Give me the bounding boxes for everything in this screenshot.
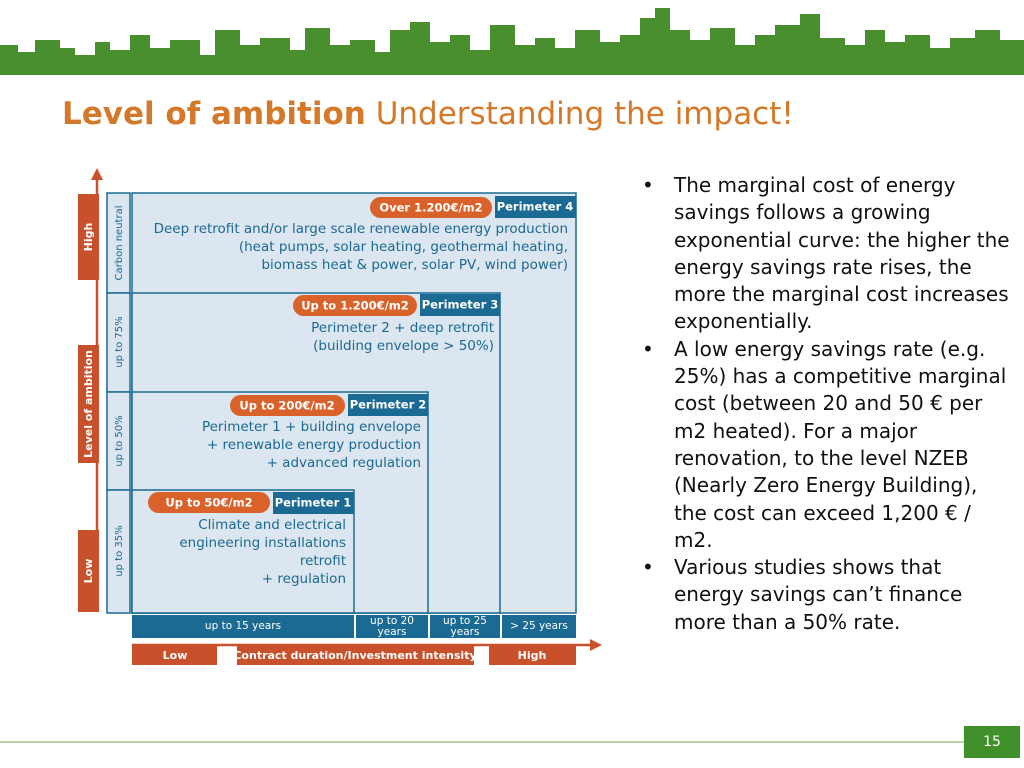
row-cell (106, 489, 131, 614)
column-cell (356, 615, 428, 638)
x-label: Contract duration/Investment intensity (233, 649, 476, 662)
cost-label: Up to 50€/m2 (165, 496, 252, 510)
bullet-list: The marginal cost of energy savings foll… (642, 172, 1014, 636)
row-label: Carbon neutral (114, 206, 125, 281)
column-cell (132, 615, 354, 638)
perimeter-text: Deep retrofit and/or large scale renewab… (154, 221, 568, 237)
skyline (0, 8, 1024, 75)
x-low: Low (163, 649, 188, 662)
perimeter-name: Perimeter 3 (422, 298, 499, 312)
perimeter-text: + renewable energy production (207, 437, 421, 453)
column-cell (502, 615, 576, 638)
perimeter-name: Perimeter 1 (275, 496, 352, 510)
perimeter-text: + advanced regulation (267, 455, 421, 471)
cost-label: Up to 1.200€/m2 (301, 299, 409, 313)
title: Level of ambition Understanding the impa… (62, 96, 794, 132)
title-bold: Level of ambition (62, 96, 366, 132)
y-high-box (78, 194, 99, 280)
title-rest: Understanding the impact! (375, 96, 794, 132)
perimeter-text: (heat pumps, solar heating, geothermal h… (239, 239, 568, 255)
perimeter-name: Perimeter 4 (497, 200, 574, 214)
perimeter-tag (273, 492, 354, 514)
perimeter-text: retrofit (300, 553, 346, 569)
perimeter-text: Perimeter 2 + deep retrofit (311, 320, 494, 336)
x-high: High (518, 649, 547, 662)
cost-pill (293, 295, 417, 316)
perimeter-tag (495, 196, 576, 218)
x-low-box (132, 645, 217, 665)
row-label: up to 35% (114, 525, 125, 576)
perimeter-text: Perimeter 1 + building envelope (202, 419, 421, 435)
y-high: High (82, 223, 95, 252)
perimeter-text: + regulation (262, 571, 346, 587)
row-label: up to 75% (114, 316, 125, 367)
cost-label: Over 1.200€/m2 (379, 201, 482, 215)
x-axis-arrowhead (590, 639, 602, 651)
page-number: 15 (964, 726, 1020, 758)
x-high-box (489, 645, 576, 665)
column-label: up to 20 years (370, 614, 414, 638)
column-label: > 25 years (510, 620, 568, 632)
perimeter-text: Climate and electrical (198, 517, 346, 533)
cost-label: Up to 200€/m2 (239, 399, 334, 413)
bullet: The marginal cost of energy savings foll… (642, 172, 1014, 336)
perimeter-tag (348, 394, 428, 416)
bullet: A low energy savings rate (e.g. 25%) has… (642, 336, 1014, 554)
y-label: Level of ambition (82, 350, 95, 458)
perimeter-text: engineering installations (179, 535, 346, 551)
y-label-box (78, 345, 99, 463)
x-label-box (237, 645, 474, 665)
column-label: up to 25 years (443, 614, 487, 638)
cost-pill (148, 492, 270, 513)
y-low-box (78, 530, 99, 612)
perimeter-tag (420, 294, 500, 316)
row-label: up to 50% (114, 415, 125, 466)
perimeter-text: (building envelope > 50%) (313, 338, 494, 354)
column-cell (430, 615, 500, 638)
column-label: up to 15 years (204, 620, 282, 632)
y-low: Low (82, 559, 95, 584)
cost-pill (370, 197, 492, 218)
perimeter-text: biomass heat & power, solar PV, wind pow… (261, 257, 568, 273)
cost-pill (230, 395, 345, 416)
y-axis-arrowhead (91, 168, 103, 180)
bullet: Various studies shows that energy saving… (642, 554, 1014, 636)
perimeter-name: Perimeter 2 (350, 398, 427, 412)
